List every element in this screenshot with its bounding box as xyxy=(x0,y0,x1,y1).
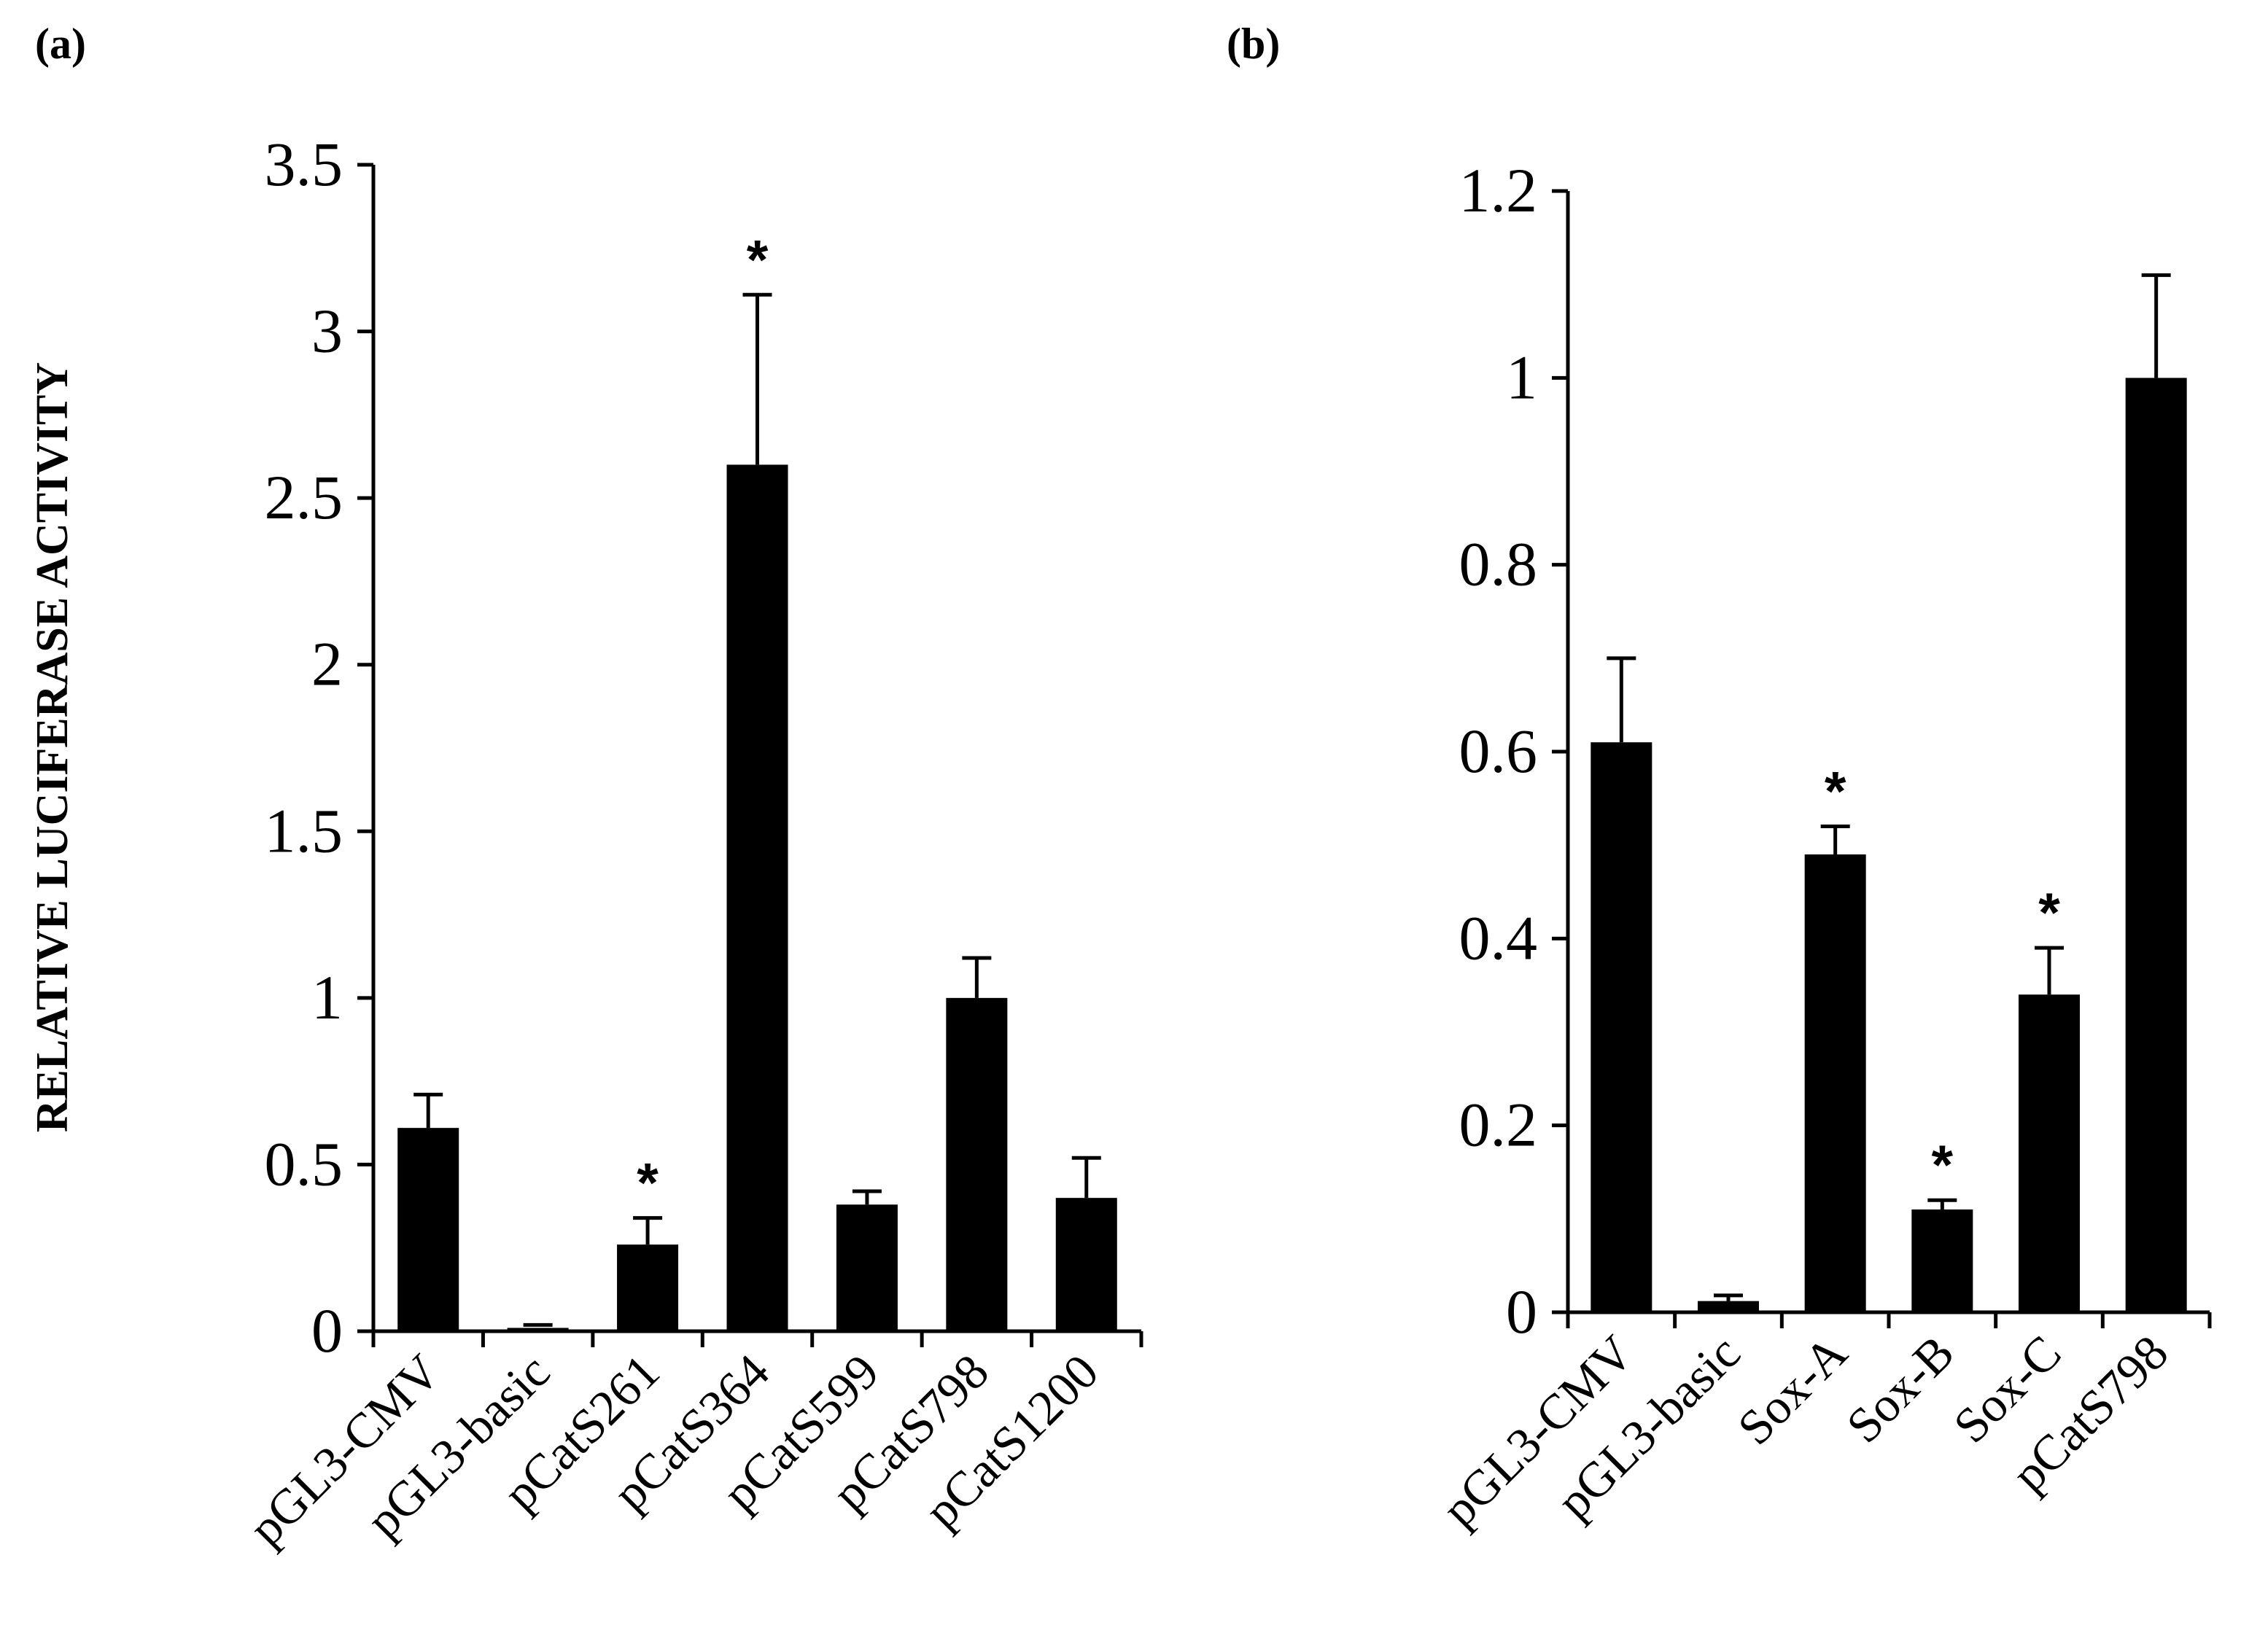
panel-label: (a) xyxy=(35,20,86,68)
significance-marker: * xyxy=(637,1153,659,1215)
y-tick-label: 1 xyxy=(311,962,343,1032)
y-axis-title: RELATIVE LUCIFERASE ACTIVITY xyxy=(28,362,77,1133)
x-category-label: Sox-B xyxy=(1836,1325,1965,1454)
bar-pgl3-cmv xyxy=(397,1128,459,1331)
y-tick-label: 0 xyxy=(1506,1277,1537,1347)
significance-marker: * xyxy=(747,229,769,291)
y-tick-label: 3.5 xyxy=(265,129,343,199)
y-tick-label: 1.5 xyxy=(265,795,343,865)
bar-pcats798 xyxy=(2125,378,2187,1313)
panel-a-chart: (a) RELATIVE LUCIFERASE ACTIVITY 0 0.5 1 1.5 2… xyxy=(28,20,1143,1556)
panel-label: (b) xyxy=(1227,20,1280,68)
y-tick-label: 2 xyxy=(311,629,343,699)
bar-pcats261 xyxy=(617,1244,679,1331)
bar-sox-b xyxy=(1911,1209,1973,1312)
bar-pgl3-basic xyxy=(1698,1301,1759,1312)
y-tick-label: 0.5 xyxy=(265,1129,343,1199)
panel-b-chart: (b)00.20.40.60.811.2pGL3-CMVpGL3-basic*S… xyxy=(1227,20,2212,1537)
y-tick-label: 0.4 xyxy=(1459,903,1538,973)
bar-pcats364 xyxy=(726,464,788,1331)
y-tick-label: 3 xyxy=(311,296,343,366)
y-tick-label: 1.2 xyxy=(1459,155,1538,225)
significance-marker: * xyxy=(1932,1134,1954,1196)
bar-pcats1200 xyxy=(1055,1198,1117,1331)
x-category-label: Sox-A xyxy=(1727,1325,1857,1455)
y-tick-label: 0.6 xyxy=(1459,716,1538,786)
bar-pgl3-basic xyxy=(507,1328,569,1331)
y-tick-label: 0.2 xyxy=(1459,1090,1538,1160)
bar-pgl3-cmv xyxy=(1591,742,1652,1312)
significance-marker: * xyxy=(2038,882,2060,944)
y-tick-label: 0 xyxy=(311,1296,343,1365)
significance-marker: * xyxy=(1825,761,1846,823)
bar-sox-a xyxy=(1804,854,1866,1312)
bar-sox-c xyxy=(2019,994,2080,1312)
y-tick-label: 0.8 xyxy=(1459,529,1538,599)
bar-pcats599 xyxy=(836,1204,898,1331)
bar-pcats798 xyxy=(946,997,1008,1331)
y-tick-label: 2.5 xyxy=(265,462,343,532)
y-tick-label: 1 xyxy=(1506,342,1537,412)
